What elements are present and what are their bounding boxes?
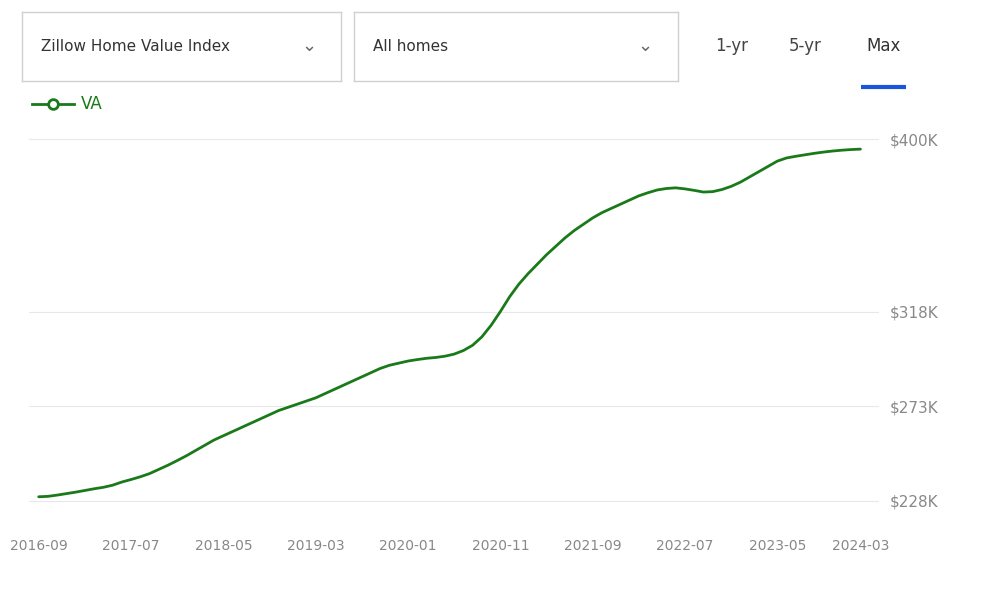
Text: All homes: All homes xyxy=(373,39,448,54)
Text: Zillow Home Value Index: Zillow Home Value Index xyxy=(40,39,230,54)
Text: Max: Max xyxy=(866,37,901,56)
Text: ⌄: ⌄ xyxy=(637,37,653,56)
Text: 1-yr: 1-yr xyxy=(715,37,748,56)
Text: VA: VA xyxy=(82,96,103,113)
Text: ⌄: ⌄ xyxy=(301,37,316,56)
Text: 5-yr: 5-yr xyxy=(789,37,822,56)
